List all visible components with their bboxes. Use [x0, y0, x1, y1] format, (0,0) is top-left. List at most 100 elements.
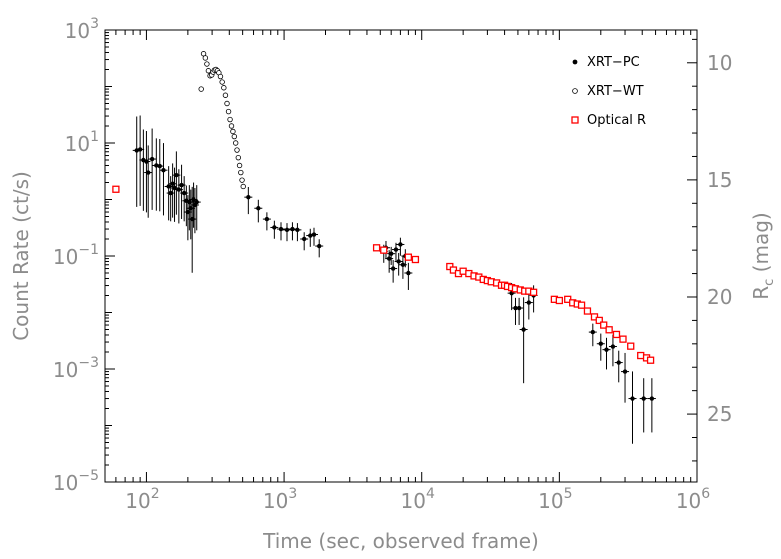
data-point	[202, 55, 209, 61]
series-optical-r	[112, 185, 655, 364]
data-point	[235, 154, 242, 161]
data-point	[604, 347, 609, 352]
data-point	[295, 227, 300, 233]
data-point	[157, 163, 162, 169]
data-point	[230, 128, 236, 135]
data-point	[301, 236, 307, 242]
y2-label-sub: c	[762, 279, 777, 286]
data-point	[222, 92, 229, 98]
data-point	[526, 300, 532, 305]
x-tick-label-exp: 4	[426, 486, 435, 502]
x-tick-label: 105	[538, 486, 572, 513]
data-point	[404, 253, 413, 261]
x-tick-label-exp: 5	[564, 486, 573, 502]
data-point	[234, 147, 240, 153]
data-point	[219, 79, 225, 85]
data-point	[246, 194, 251, 200]
series-xrt-pc	[132, 115, 656, 444]
data-point	[577, 301, 586, 309]
legend-label: Optical R	[587, 113, 646, 128]
data-point	[284, 227, 290, 233]
data-point	[610, 344, 616, 349]
legend-item: XRT−PC	[572, 55, 640, 70]
data-point	[236, 162, 243, 169]
data-point	[240, 183, 246, 190]
data-point	[521, 327, 526, 332]
data-layer	[112, 51, 656, 444]
data-point	[146, 170, 151, 175]
x-tick-label-base: 10	[125, 489, 150, 513]
data-point	[168, 190, 173, 196]
data-point	[598, 341, 603, 346]
data-point	[238, 169, 244, 176]
x-tick-label: 102	[125, 486, 159, 513]
x-tick-label-base: 10	[263, 489, 288, 513]
data-point	[555, 296, 564, 305]
x-tick-label: 104	[401, 486, 435, 513]
data-point	[290, 226, 295, 232]
data-point	[646, 356, 655, 364]
legend-marker	[572, 88, 578, 94]
data-point	[272, 225, 277, 230]
data-point	[239, 177, 245, 183]
y2-axis-label: Rc (mag)	[749, 212, 777, 299]
data-point	[232, 140, 239, 146]
x-tick-label-base: 10	[401, 489, 426, 513]
data-point	[400, 262, 406, 267]
data-point	[516, 305, 522, 311]
data-point	[649, 396, 655, 401]
data-point	[231, 133, 238, 140]
y-tick-label-base: 10	[65, 19, 90, 43]
data-point	[227, 116, 233, 123]
data-point	[198, 86, 204, 92]
x-tick-label-exp: 3	[288, 486, 297, 502]
data-point	[264, 216, 270, 222]
x-tick-label-exp: 6	[701, 486, 710, 502]
data-point	[627, 342, 635, 350]
data-point	[619, 335, 627, 343]
data-point	[225, 108, 232, 115]
data-point	[176, 187, 182, 192]
data-point	[583, 307, 592, 315]
y-tick-label-base: 10	[53, 245, 78, 269]
data-point	[205, 68, 212, 74]
data-point	[166, 184, 171, 189]
data-point	[590, 329, 596, 335]
x-tick-label: 106	[676, 486, 710, 513]
y2-label-tail: (mag)	[749, 212, 773, 278]
data-point	[529, 288, 538, 296]
data-point	[388, 251, 394, 256]
data-point	[194, 199, 199, 205]
data-point	[204, 61, 210, 67]
y-tick-label: 101	[65, 129, 99, 156]
data-point	[174, 172, 179, 178]
legend-marker	[571, 116, 579, 124]
y-tick-label-exp: 1	[90, 129, 99, 145]
data-point	[181, 190, 187, 196]
x-axis-label: Time (sec, observed frame)	[262, 529, 539, 553]
data-point	[224, 100, 230, 107]
tick-labels: 102 103 104 105 10610−510−310−11011031015202…	[53, 16, 733, 513]
x-tick-label: 103	[263, 486, 297, 513]
data-point	[390, 266, 396, 271]
data-point	[380, 246, 388, 254]
data-point	[170, 181, 175, 186]
y2-tick-label: 10	[707, 51, 732, 75]
y-tick-label: 10−5	[53, 468, 99, 495]
data-point	[144, 159, 149, 164]
legend-marker	[572, 59, 578, 65]
data-point	[406, 270, 411, 276]
legend-item: Optical R	[571, 113, 646, 128]
data-point	[221, 85, 227, 91]
y-tick-label-exp: 3	[90, 16, 99, 32]
x-tick-label-exp: 2	[151, 486, 160, 502]
data-point	[622, 369, 628, 374]
data-point	[630, 396, 635, 401]
data-point	[641, 396, 646, 401]
y-axis-label: Count Rate (ct/s)	[9, 171, 33, 341]
y-tick-label-exp: −1	[78, 242, 99, 258]
legend-item: XRT−WT	[572, 84, 644, 99]
data-point	[311, 232, 317, 237]
data-point	[411, 255, 420, 264]
